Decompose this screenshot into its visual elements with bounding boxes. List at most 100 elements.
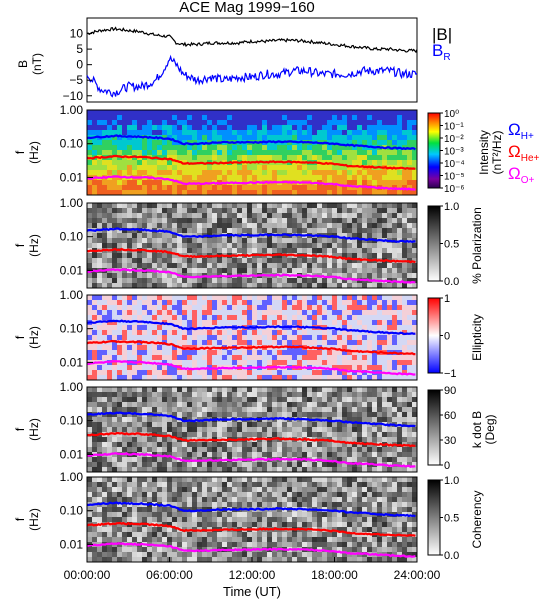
figure-title: ACE Mag 1999−160	[179, 0, 315, 16]
colorbar-tick-label: 10⁻⁶	[444, 184, 465, 195]
colorbar-tick-label: 10⁻³	[444, 147, 464, 158]
series-line-gyro-o	[86, 542, 416, 558]
y-axis-label: f	[13, 150, 27, 154]
series-line-gyro-he	[86, 521, 416, 537]
colorbar-unit: (Deg)	[483, 414, 497, 444]
y-tick-label: 0.01	[60, 170, 84, 184]
y-axis-unit: (Hz)	[27, 418, 41, 441]
y-axis-unit-b: (nT)	[30, 53, 44, 75]
y-tick-label: 10	[70, 27, 84, 41]
legend-gyrofrequencies: ΩH+ ΩHe+ ΩO+	[508, 120, 540, 186]
panel-ellipticity: 1.00 0.10 0.01 f (Hz) 1 0 −1 Ellipticity	[13, 288, 484, 381]
y-axis-unit: (Hz)	[27, 141, 41, 164]
series-line-gyro-h	[86, 501, 416, 518]
colorbar-tick-label: 1.0	[444, 201, 459, 213]
y-tick-label: 0.10	[60, 322, 84, 336]
colorbar-label: Ellipticity	[470, 314, 484, 361]
colorbar-tick-label: 10⁻²	[444, 134, 464, 145]
y-axis-label: f	[13, 517, 27, 521]
x-axis-label: Time (UT)	[223, 584, 281, 599]
y-tick-label: 0.01	[60, 537, 84, 551]
colorbar-tick-label: 0.5	[444, 239, 459, 251]
colorbar-tick-label: 10⁻⁴	[444, 159, 465, 170]
colorbar-tick-label: 0.0	[444, 550, 459, 562]
y-axis-unit: (Hz)	[27, 234, 41, 257]
x-tick-label: 24:00:00	[394, 568, 441, 582]
series-line-gyro-h	[86, 319, 416, 336]
colorbar-tick-label: −1	[444, 368, 457, 380]
legend-omega-o: ΩO+	[508, 164, 534, 186]
y-tick-label: 0.10	[60, 137, 84, 151]
panel-frame	[86, 109, 418, 196]
colorbar-label: k dot B	[470, 411, 484, 448]
y-tick-label: 0.10	[60, 414, 84, 428]
x-tick-label: 00:00:00	[64, 568, 111, 582]
panel-intensity: 1.00 0.10 0.01 f (Hz) 10⁰ 10⁻¹10⁻² 10⁻³10⁻⁴ 10⁻⁵…	[13, 103, 504, 196]
series-line-gyro-he	[86, 431, 416, 448]
series-line-gyro-o	[86, 268, 416, 284]
y-tick-label: 1.00	[60, 196, 84, 210]
legend-b-radial: BR	[432, 41, 451, 63]
series-line-gyro-o	[86, 360, 416, 376]
spectrogram-ellipticity	[87, 295, 418, 381]
colorbar-tick-label: 0.0	[444, 276, 459, 288]
legend-omega-h: ΩH+	[508, 120, 534, 142]
panel-magnetic-field: 105 0−5 −10 B (nT) |B| BR	[16, 17, 452, 103]
legend-b-magnitude: |B|	[432, 25, 452, 44]
colorbar-tick-label: 60	[444, 410, 456, 422]
x-tick-label: 06:00:00	[146, 568, 193, 582]
colorbar-label: Coherency	[470, 490, 484, 548]
series-line-gyro-h	[86, 134, 416, 151]
colorbar-tick-label: 10⁰	[444, 109, 459, 120]
legend-omega-he: ΩHe+	[508, 142, 540, 164]
series-line-gyro-o	[86, 175, 416, 191]
colorbar-tick-label: 1	[444, 293, 450, 305]
x-tick-label: 12:00:00	[229, 568, 276, 582]
panel-kdotb: 1.00 0.10 0.01 f (Hz) 90 60 30 0 k dot B (Deg)	[13, 380, 497, 473]
y-tick-label: 0.01	[60, 263, 84, 277]
series-line-gyro-h	[86, 411, 416, 428]
y-tick-label: 0	[76, 58, 83, 72]
colorbar-tick-label: 0	[444, 460, 450, 472]
colorbar-label: % Polarization	[470, 207, 484, 284]
y-tick-label: −10	[63, 89, 84, 103]
series-line-gyro-h	[86, 227, 416, 244]
y-tick-label: 0.01	[60, 355, 84, 369]
y-tick-label: 0.10	[60, 230, 84, 244]
panel-frame	[86, 202, 418, 289]
y-tick-label: 1.00	[60, 103, 84, 117]
colorbar-tick-label: 0	[444, 331, 450, 343]
y-tick-label: 1.00	[60, 288, 84, 302]
panel-polarization: 1.00 0.10 0.01 f (Hz) 1.0 0.5 0.0 % Polarization	[13, 196, 484, 289]
panel-frame	[86, 386, 418, 473]
colorbar-ellipticity	[427, 297, 441, 374]
colorbar-tick-label: 10⁻¹	[444, 122, 464, 133]
colorbar-tick-label: 10⁻⁵	[444, 172, 465, 183]
colorbar-label: Intensity	[477, 130, 491, 175]
series-line-gyro-o	[86, 452, 416, 468]
colorbar-kdotb	[427, 389, 441, 466]
y-axis-label: f	[13, 335, 27, 339]
y-axis-label: f	[13, 243, 27, 247]
series-line-gyro-he	[86, 247, 416, 264]
x-axis-ticks: 00:00:00 06:00:00 12:00:00 18:00:00 24:00:00	[64, 557, 441, 582]
y-axis-label: f	[13, 427, 27, 431]
series-line-gyro-he	[86, 154, 416, 170]
colorbar-coherency	[427, 479, 441, 556]
colorbar-unit: (nT²/Hz)	[490, 131, 504, 175]
y-tick-label: 1.00	[60, 380, 84, 394]
y-tick-label: 5	[76, 42, 83, 56]
x-tick-label: 18:00:00	[311, 568, 358, 582]
colorbar-polarization	[427, 205, 441, 282]
y-axis-label-b: B	[16, 60, 30, 68]
series-line-gyro-he	[86, 339, 416, 356]
colorbar-tick-label: 90	[444, 385, 456, 397]
panel-coherency: 1.00 0.10 0.01 f (Hz) 1.0 0.5 0.0 Coherency	[13, 470, 484, 563]
colorbar-intensity	[427, 112, 441, 189]
y-ticks-b: 105 0−5 −10	[63, 27, 92, 103]
y-axis-unit: (Hz)	[27, 508, 41, 531]
spectrogram-kdotb	[87, 387, 418, 473]
colorbar-tick-label: 0.5	[444, 513, 459, 525]
y-tick-label: 0.01	[60, 447, 84, 461]
